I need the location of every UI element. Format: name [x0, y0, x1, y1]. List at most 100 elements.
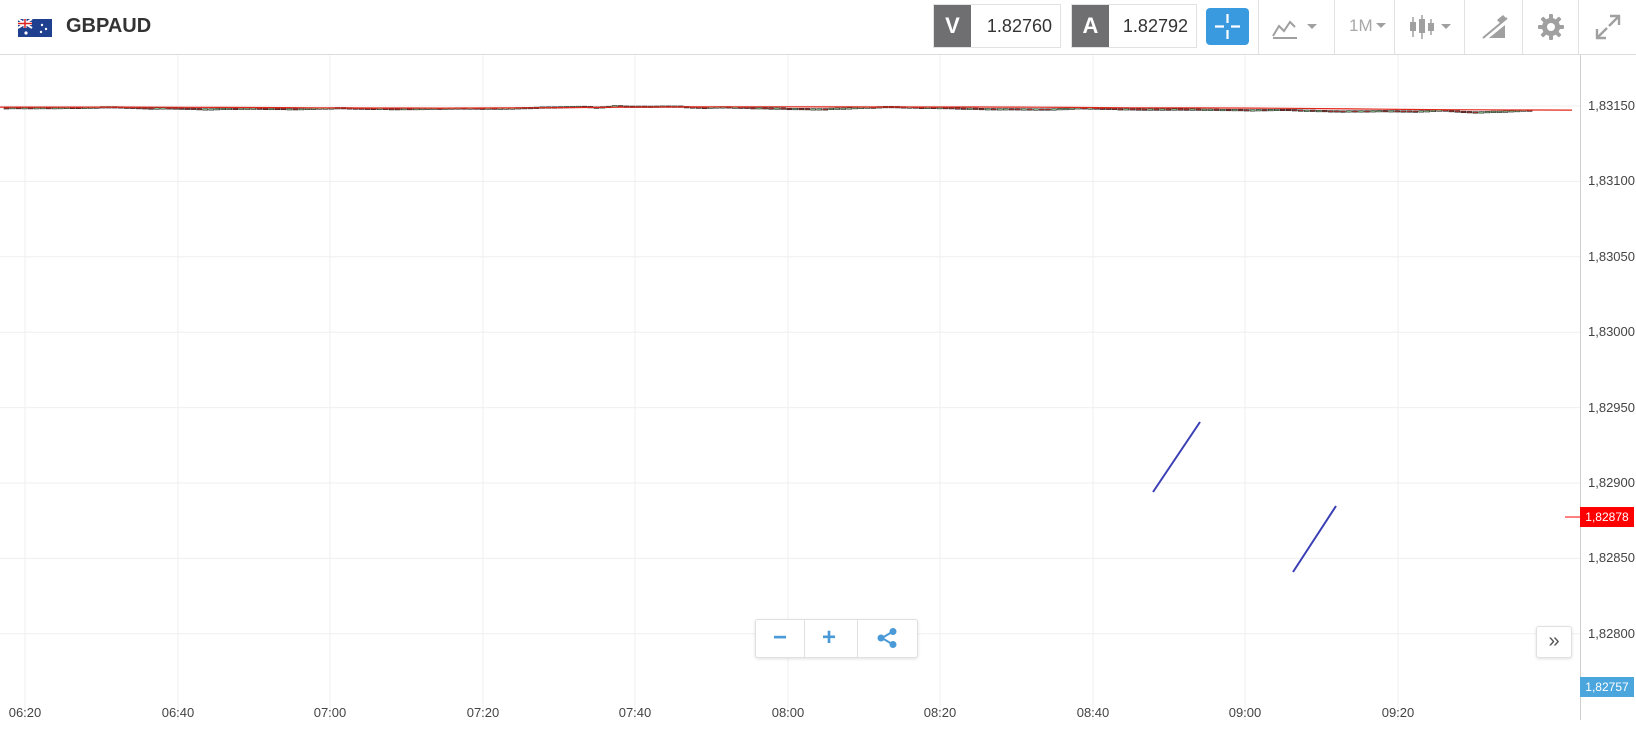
- candle-down: [1165, 108, 1172, 111]
- candle-down: [196, 108, 202, 111]
- fullscreen-button[interactable]: [1578, 0, 1636, 54]
- candle-up: [1388, 110, 1394, 113]
- candle-down: [1177, 108, 1184, 111]
- trend-line: [1152, 421, 1201, 493]
- candle-up: [774, 107, 780, 110]
- candle-down: [978, 108, 985, 111]
- candle-down: [972, 107, 979, 110]
- candle-up: [286, 108, 293, 111]
- candle-up: [834, 107, 841, 110]
- y-tick-label: 1,83100: [1588, 173, 1635, 189]
- candle-down: [1448, 110, 1455, 113]
- candle-down: [148, 107, 154, 110]
- chevron-down-icon: [1376, 23, 1386, 28]
- candle-up: [1358, 110, 1364, 113]
- candlestick-icon: [1410, 15, 1451, 39]
- candle-down: [762, 107, 768, 110]
- price-axis[interactable]: [1580, 55, 1636, 720]
- candle-down: [768, 107, 774, 110]
- candle-down: [394, 108, 401, 111]
- candle-up: [1189, 108, 1196, 111]
- candle-down: [262, 107, 269, 110]
- scroll-to-latest-button[interactable]: »: [1536, 626, 1572, 658]
- candle-down: [388, 108, 395, 111]
- candle-up: [1159, 108, 1166, 111]
- x-tick-label: 08:00: [771, 705, 805, 720]
- candle-down: [1285, 108, 1292, 112]
- x-tick-label: 07:40: [618, 705, 652, 720]
- candle-up: [160, 107, 166, 110]
- y-tick-label: 1,82850: [1588, 550, 1635, 566]
- candle-up: [1424, 110, 1431, 113]
- candle-up: [226, 107, 233, 110]
- share-button[interactable]: [858, 620, 916, 657]
- candle-down: [1009, 108, 1015, 111]
- candle-down: [1328, 110, 1334, 113]
- candle-down: [990, 108, 997, 111]
- candle-up: [1123, 108, 1130, 111]
- ask-label: A: [1072, 5, 1109, 47]
- candle-down: [256, 107, 263, 110]
- x-tick-label: 07:20: [466, 705, 500, 720]
- candle-up: [828, 107, 835, 110]
- candle-up: [1219, 108, 1226, 112]
- y-tick-label: 1,83150: [1588, 98, 1635, 113]
- candle-down: [948, 107, 955, 110]
- candle-up: [1069, 107, 1075, 110]
- candle-down: [166, 107, 172, 110]
- settings-button[interactable]: [1522, 0, 1578, 54]
- candle-down: [1364, 110, 1370, 113]
- chart-type-button[interactable]: [1258, 0, 1334, 54]
- y-tick-label: 1,83000: [1588, 324, 1635, 340]
- crosshair-button[interactable]: [1206, 8, 1249, 45]
- candle-up: [1430, 109, 1437, 112]
- candle-down: [1382, 110, 1388, 113]
- bid-price: 1.82760: [986, 16, 1052, 36]
- candle-up: [1502, 110, 1509, 113]
- candle-up: [1267, 109, 1274, 112]
- candle-up: [202, 108, 208, 111]
- candle-up: [1316, 110, 1322, 113]
- candle-down: [1412, 110, 1418, 113]
- candle-up: [1171, 108, 1178, 111]
- candle-up: [1249, 109, 1256, 112]
- candle-up: [984, 108, 991, 111]
- candle-up: [298, 108, 305, 111]
- draw-icon: [1482, 15, 1508, 39]
- moving-average-line: [0, 106, 1573, 111]
- uk-au-flag-icon: [18, 19, 52, 37]
- candle-up: [1051, 108, 1057, 111]
- candle-down: [954, 107, 961, 110]
- candle-down: [172, 107, 178, 110]
- candle-down: [1117, 108, 1123, 111]
- candle-down: [1406, 110, 1412, 113]
- timeframe-button[interactable]: 1M: [1334, 0, 1394, 54]
- ask-price-box[interactable]: A 1.82792: [1071, 4, 1197, 48]
- candle-down: [1183, 108, 1190, 111]
- candle-down: [1141, 108, 1148, 111]
- gear-icon: [1538, 14, 1564, 40]
- candle-down: [1135, 108, 1142, 111]
- candle-up: [852, 107, 859, 110]
- candle-down: [960, 107, 967, 110]
- drawing-tools-button[interactable]: [1464, 0, 1522, 54]
- zoom-controls: − +: [755, 619, 918, 658]
- candle-down: [750, 107, 756, 110]
- trend-line: [1292, 505, 1337, 573]
- candle-up: [220, 107, 227, 111]
- candle-up: [1021, 108, 1027, 111]
- candle-down: [292, 108, 299, 111]
- bid-price-box[interactable]: V 1.82760: [933, 4, 1061, 48]
- zoom-out-button[interactable]: −: [772, 624, 787, 651]
- candle-down: [798, 108, 804, 111]
- candle-down: [3, 107, 10, 110]
- candle-down: [1105, 107, 1111, 110]
- chart-type-icon: [1272, 20, 1317, 39]
- candle-down: [1195, 108, 1202, 111]
- price-chart[interactable]: [0, 55, 1580, 720]
- candle-style-button[interactable]: [1394, 0, 1464, 54]
- zoom-in-button[interactable]: +: [821, 624, 836, 651]
- candle-down: [232, 107, 239, 110]
- candle-down: [1279, 108, 1286, 111]
- x-tick-label: 06:40: [161, 705, 195, 720]
